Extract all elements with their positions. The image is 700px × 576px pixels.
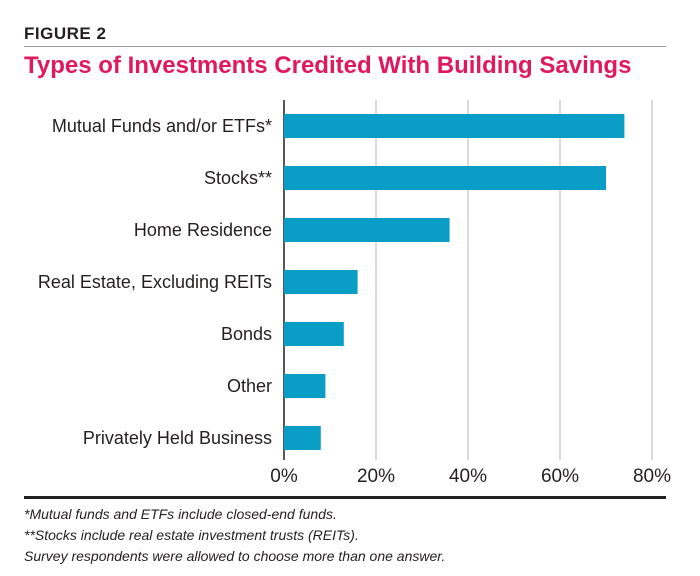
- chart-title: Types of Investments Credited With Build…: [24, 52, 632, 79]
- category-label: Bonds: [221, 324, 272, 344]
- category-label: Home Residence: [134, 220, 272, 240]
- category-label: Real Estate, Excluding REITs: [38, 272, 272, 292]
- x-tick-label: 0%: [270, 466, 298, 487]
- bar: [284, 426, 321, 450]
- x-tick-label: 80%: [633, 466, 671, 487]
- x-tick-label: 40%: [449, 466, 487, 487]
- bar: [284, 270, 358, 294]
- category-label: Mutual Funds and/or ETFs*: [52, 116, 272, 136]
- bar: [284, 114, 625, 138]
- bar: [284, 166, 606, 190]
- bar: [284, 374, 326, 398]
- category-label: Privately Held Business: [83, 428, 272, 448]
- bar: [284, 218, 450, 242]
- bar: [284, 322, 344, 346]
- top-rule: [24, 46, 666, 47]
- footnote-1: *Mutual funds and ETFs include closed-en…: [24, 506, 337, 522]
- footnote-2: **Stocks include real estate investment …: [24, 527, 359, 543]
- footnotes: *Mutual funds and ETFs include closed-en…: [24, 504, 445, 567]
- footnote-3: Survey respondents were allowed to choos…: [24, 548, 446, 564]
- category-label: Other: [227, 376, 272, 396]
- bar-chart: Mutual Funds and/or ETFs* Stocks** Home Re…: [38, 100, 671, 487]
- figure-label: FIGURE 2: [24, 24, 107, 43]
- x-tick-label: 20%: [357, 466, 395, 487]
- x-tick-label: 60%: [541, 466, 579, 487]
- bottom-rule: [24, 496, 666, 499]
- category-label: Stocks**: [204, 168, 272, 188]
